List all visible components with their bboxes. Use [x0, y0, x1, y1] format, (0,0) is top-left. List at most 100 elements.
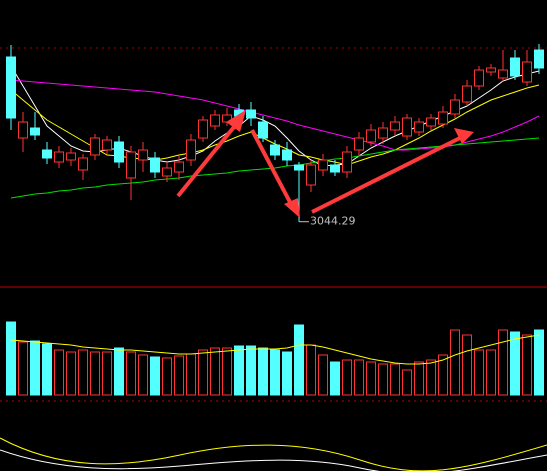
candle-body: [270, 144, 280, 156]
volume-bar: [18, 341, 28, 396]
candle-body: [510, 57, 520, 77]
candle-body: [390, 121, 400, 131]
candle-body: [438, 111, 448, 125]
volume-bar: [330, 361, 340, 396]
volume-bar: [42, 343, 52, 396]
candle-body: [330, 164, 340, 173]
candle-body: [162, 167, 172, 177]
volume-bar: [294, 324, 304, 396]
volume-bar: [6, 321, 16, 396]
candle-body: [414, 121, 424, 133]
volume-bar: [522, 334, 532, 396]
volume-bar: [510, 331, 520, 396]
volume-bar: [282, 351, 292, 396]
volume-bar: [450, 329, 460, 396]
candle-body: [30, 127, 40, 136]
candle-body: [18, 121, 28, 139]
candle-body: [138, 149, 148, 161]
volume-bar: [534, 329, 544, 396]
volume-bar: [474, 349, 484, 396]
candle-body: [258, 121, 268, 139]
candle-body: [378, 127, 388, 139]
volume-bar: [438, 354, 448, 396]
volume-bar: [102, 351, 112, 396]
volume-bar: [138, 354, 148, 396]
candle-body: [366, 129, 376, 143]
candle-body: [150, 157, 160, 173]
volume-bar: [54, 349, 64, 396]
volume-bar: [30, 340, 40, 396]
volume-bar: [114, 347, 124, 396]
volume-bar: [342, 359, 352, 396]
candle-body: [474, 69, 484, 87]
candle-body: [342, 151, 352, 173]
arrow: [311, 136, 461, 214]
candle-body: [486, 67, 496, 73]
volume-bar: [306, 344, 316, 396]
low-label: 3044.29: [310, 215, 356, 228]
candle-body: [246, 109, 256, 119]
annotation-arrows: [176, 110, 474, 218]
candle-body: [462, 85, 472, 103]
candle-body: [318, 159, 328, 171]
candle-body: [126, 151, 136, 179]
candle-body: [402, 117, 412, 137]
volume-bar: [354, 359, 364, 396]
volume-bar: [402, 369, 412, 396]
candle-body: [282, 149, 292, 161]
volume-bar: [222, 347, 232, 396]
candle-body: [42, 149, 52, 159]
volume-bar: [270, 349, 280, 396]
candle-body: [210, 114, 220, 127]
volume-bar: [462, 334, 472, 396]
volume-bar: [414, 361, 424, 396]
arrow-head: [454, 128, 474, 144]
volume-bar: [318, 354, 328, 396]
volume-bar: [90, 351, 100, 396]
arrow-head: [284, 198, 300, 218]
candle-body: [306, 164, 316, 186]
candle-body: [54, 151, 64, 163]
candle-body: [174, 161, 184, 173]
volume-bar: [162, 357, 172, 396]
candle-body: [90, 137, 100, 156]
candle-body: [198, 119, 208, 139]
volume-bar: [210, 347, 220, 396]
candle-body: [102, 139, 112, 151]
volume-bar: [390, 363, 400, 396]
volume-bar: [234, 345, 244, 396]
volume-bar: [126, 351, 136, 396]
arrow-head: [226, 110, 246, 132]
candle-body: [294, 164, 304, 171]
volume-bar: [486, 349, 496, 396]
indicator-line: [0, 449, 547, 471]
volume-bar: [246, 345, 256, 396]
volume-bar: [498, 329, 508, 396]
candle-body: [426, 117, 436, 127]
volume-bar: [366, 361, 376, 396]
volume-bar: [150, 356, 160, 396]
volume-bar: [174, 355, 184, 396]
indicator-line: [0, 437, 547, 471]
volume-bar: [426, 359, 436, 396]
candle-body: [114, 141, 124, 163]
arrow: [250, 129, 294, 207]
candle-body: [522, 61, 532, 83]
candle-body: [66, 152, 76, 161]
candle-body: [450, 99, 460, 115]
volume-bar: [378, 363, 388, 396]
candle-body: [6, 56, 16, 119]
arrow: [176, 120, 240, 198]
volume-bar: [66, 351, 76, 396]
candle-body: [78, 157, 88, 171]
candle-body: [498, 69, 508, 79]
volume-bar: [258, 347, 268, 396]
candle-body: [534, 49, 544, 69]
volume-bar: [198, 349, 208, 396]
ma-line: [10, 334, 540, 365]
volume-bar: [186, 353, 196, 396]
ma-line: [10, 137, 540, 199]
volume-bar: [78, 349, 88, 396]
candle-body: [186, 139, 196, 161]
